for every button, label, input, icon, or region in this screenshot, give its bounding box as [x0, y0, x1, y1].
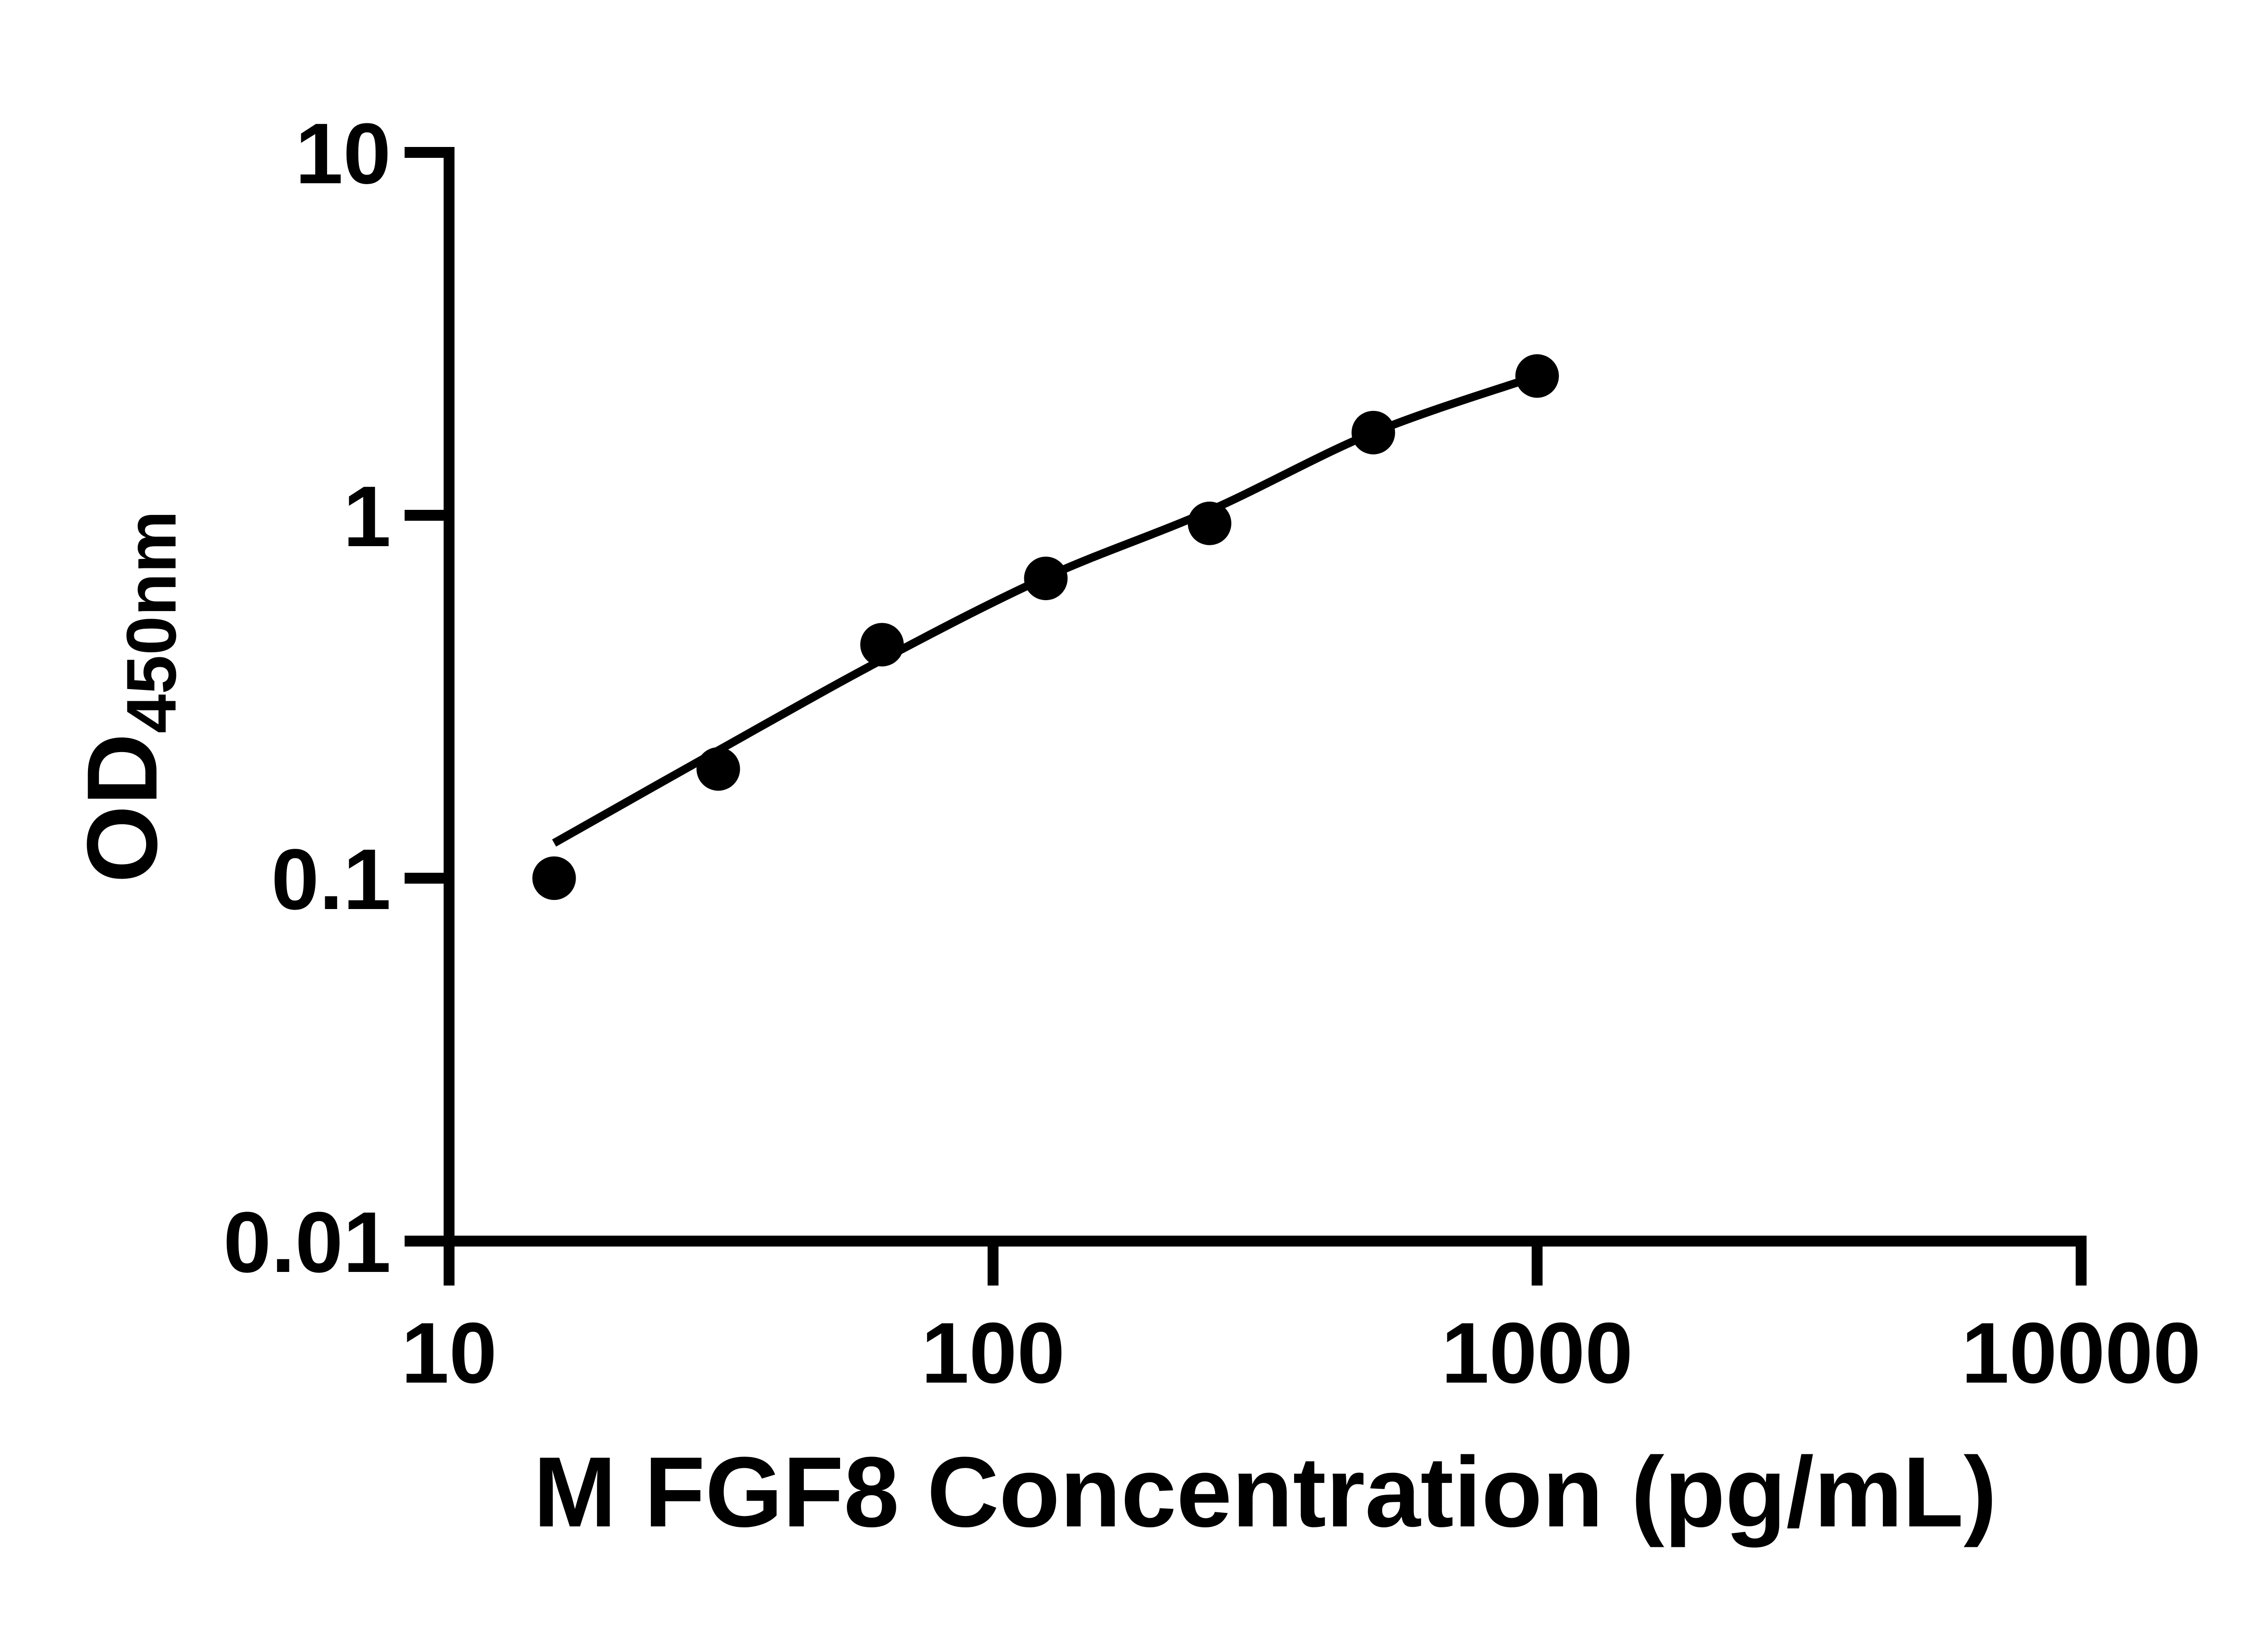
data-point	[1515, 354, 1559, 398]
data-point	[1188, 501, 1232, 545]
data-point	[696, 747, 740, 791]
x-tick-label: 10	[401, 1305, 497, 1401]
x-axis-title: M FGF8 Concentration (pg/mL)	[533, 1436, 1997, 1548]
y-tick-label: 0.01	[223, 1194, 391, 1291]
y-axis-title-sub: 450nm	[112, 510, 191, 733]
x-tick-label: 10000	[1961, 1305, 2201, 1401]
plot-layer	[532, 354, 1559, 900]
y-axis-title: OD450nm	[66, 510, 191, 883]
ticks-layer	[405, 147, 2087, 1286]
data-point	[860, 623, 904, 667]
y-tick-label: 0.1	[271, 831, 391, 928]
x-tick-label: 1000	[1441, 1305, 1633, 1401]
axes-layer	[444, 147, 2087, 1247]
y-tick-label: 10	[295, 106, 391, 202]
y-tick-label: 1	[343, 469, 391, 565]
data-point	[1351, 411, 1395, 455]
y-axis-title-main: OD	[66, 733, 178, 883]
data-point	[1024, 557, 1068, 601]
data-point	[532, 856, 576, 900]
x-tick-label: 100	[921, 1305, 1065, 1401]
